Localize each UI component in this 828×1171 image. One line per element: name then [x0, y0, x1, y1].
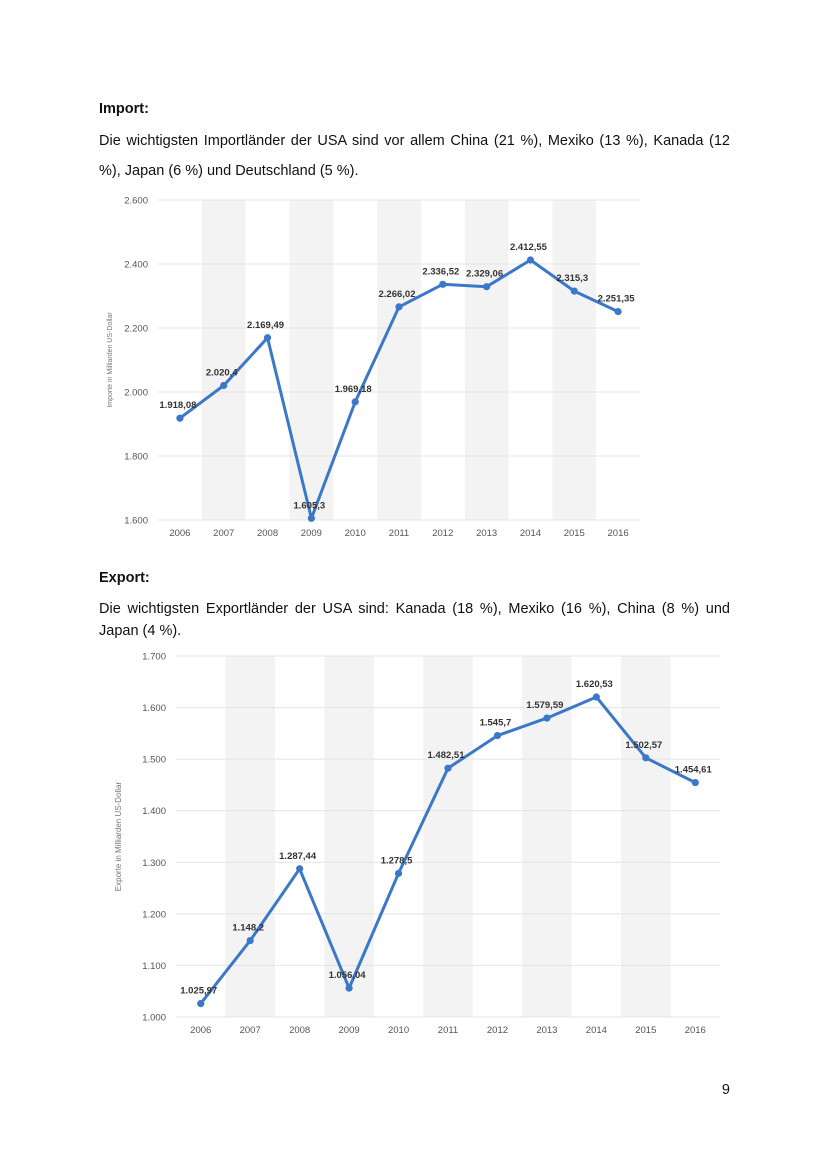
import-data-label-2011: 2.266,02: [379, 289, 416, 300]
import-data-point-2013: [483, 283, 491, 291]
import-x-tick-label: 2012: [432, 528, 453, 539]
import-data-point-2016: [614, 307, 622, 316]
import-x-tick-label: 2010: [345, 528, 366, 539]
export-y-tick-label: 1.100: [142, 961, 166, 972]
import-data-label-2009: 1.605,3: [294, 500, 326, 511]
export-data-point-2008: [296, 865, 304, 873]
import-data-point-2010: [351, 398, 359, 406]
page-number: 9: [721, 1082, 730, 1098]
export-data-point-2007: [246, 936, 254, 945]
import-data-label-2008: 2.169,49: [247, 320, 284, 331]
export-data-point-2015: [642, 754, 650, 762]
import-data-label-2015: 2.315,3: [556, 273, 588, 284]
import-x-tick-label: 2015: [564, 528, 585, 539]
export-band-2011: [423, 656, 473, 1017]
export-y-tick-label: 1.200: [142, 909, 166, 920]
import-heading: Import:: [99, 101, 149, 117]
export-data-label-2007: 1.148,2: [232, 923, 264, 934]
import-data-point-2008: [263, 334, 272, 342]
export-data-point-2012: [493, 731, 502, 740]
import-x-tick-label: 2016: [608, 528, 629, 539]
export-data-point-2011: [444, 764, 452, 772]
import-x-tick-label: 2011: [389, 528, 409, 539]
export-x-tick-label: 2013: [536, 1025, 557, 1036]
export-data-label-2008: 1.287,44: [279, 851, 317, 862]
import-y-axis-label: Importe in Milliarden US-Dollar: [107, 312, 114, 408]
import-x-tick-label: 2014: [520, 528, 541, 539]
import-band-2015: [552, 200, 597, 520]
import-y-tick-label: 2.400: [124, 260, 148, 271]
export-x-tick-label: 2012: [487, 1025, 508, 1036]
import-data-point-2014: [526, 256, 535, 264]
export-data-point-2009: [345, 984, 353, 992]
export-x-tick-label: 2010: [388, 1025, 409, 1036]
import-data-point-2009: [307, 514, 315, 522]
export-data-point-2016: [691, 778, 699, 787]
export-data-label-2016: 1.454,61: [675, 765, 713, 776]
export-x-tick-label: 2014: [586, 1025, 607, 1036]
import-line-chart: 1.600 1.800 2.000 2.200 2.400 2.600 2006 2007 20…: [107, 196, 640, 539]
import-y-tick-label: 2.600: [124, 196, 148, 207]
import-x-tick-label: 2009: [301, 528, 322, 539]
import-paragraph: Die wichtigsten Importländer der USA sin…: [99, 133, 730, 179]
import-y-tick-label: 1.800: [124, 452, 148, 463]
import-data-point-2015: [570, 287, 578, 295]
export-data-label-2012: 1.545,7: [480, 718, 512, 729]
export-data-label-2010: 1.278,5: [381, 855, 413, 866]
export-data-label-2013: 1.579,59: [526, 700, 563, 711]
import-y-tick-label: 2.000: [124, 388, 148, 399]
export-y-axis-label: Exporte in Milliarden US-Dollar: [114, 781, 123, 891]
import-data-label-2013: 2.329,06: [466, 269, 503, 280]
import-y-tick-label: 1.600: [124, 516, 148, 527]
import-x-tick-label: 2006: [169, 528, 190, 539]
export-x-tick-label: 2015: [635, 1025, 656, 1036]
export-heading: Export:: [99, 570, 150, 586]
import-data-label-2006: 1.918,08: [159, 400, 196, 411]
export-line-chart: 1.000 1.100 1.200 1.300 1.400 1.500 1.600 1.700…: [114, 652, 720, 1036]
export-y-tick-label: 1.000: [142, 1013, 166, 1024]
import-band-2007: [201, 200, 246, 520]
export-x-tick-label: 2016: [685, 1025, 706, 1036]
export-x-tick-label: 2011: [438, 1025, 458, 1036]
export-data-label-2015: 1.502,57: [625, 740, 662, 751]
export-y-tick-label: 1.700: [142, 652, 166, 663]
export-x-tick-label: 2006: [190, 1025, 211, 1036]
export-y-tick-label: 1.400: [142, 806, 166, 817]
export-data-label-2011: 1.482,51: [428, 750, 466, 761]
export-data-point-2014: [592, 693, 600, 701]
import-data-point-2011: [395, 303, 403, 311]
import-x-tick-label: 2013: [476, 528, 497, 539]
export-y-tick-label: 1.500: [142, 755, 166, 766]
import-x-tick-label: 2007: [213, 528, 234, 539]
export-data-point-2006: [197, 1000, 205, 1008]
export-band-2015: [621, 656, 671, 1017]
import-data-label-2014: 2.412,55: [510, 242, 548, 253]
import-data-point-2006: [176, 414, 184, 422]
import-x-tick-label: 2008: [257, 528, 278, 539]
import-data-label-2007: 2.020,4: [206, 367, 238, 378]
export-x-tick-label: 2009: [339, 1025, 360, 1036]
export-data-label-2006: 1.025,97: [180, 986, 217, 997]
export-x-tick-label: 2007: [240, 1025, 261, 1036]
export-y-tick-label: 1.600: [142, 703, 166, 714]
export-data-label-2009: 1.056,04: [329, 970, 367, 981]
export-band-2009: [324, 656, 374, 1017]
export-data-label-2014: 1.620,53: [576, 679, 613, 690]
export-y-tick-label: 1.300: [142, 858, 166, 869]
export-data-point-2013: [543, 714, 551, 722]
export-x-tick-label: 2008: [289, 1025, 310, 1036]
import-data-point-2007: [220, 381, 228, 390]
import-data-label-2016: 2.251,35: [598, 294, 636, 305]
import-data-label-2012: 2.336,52: [422, 266, 459, 277]
export-data-point-2010: [394, 869, 403, 877]
import-data-point-2012: [439, 280, 447, 288]
import-band-2011: [377, 200, 421, 520]
import-y-tick-label: 2.200: [124, 324, 148, 335]
import-band-2013: [464, 200, 509, 520]
import-band-2009: [289, 200, 334, 520]
import-data-label-2010: 1.969,18: [335, 384, 372, 395]
export-paragraph: Die wichtigsten Exportländer der USA sin…: [99, 601, 730, 639]
export-band-2007: [225, 656, 275, 1017]
